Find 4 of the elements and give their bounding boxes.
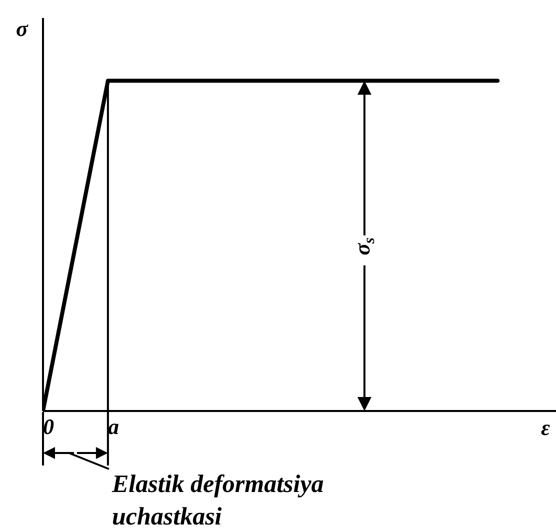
y-axis-title: σ <box>16 16 29 41</box>
x-tick-label: 0 <box>43 414 54 439</box>
x-axis-title: ε <box>541 415 550 440</box>
text: Elastik deformatsiya uchastkasi <box>111 471 324 530</box>
